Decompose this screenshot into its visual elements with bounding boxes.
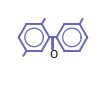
Text: O: O: [49, 50, 57, 60]
